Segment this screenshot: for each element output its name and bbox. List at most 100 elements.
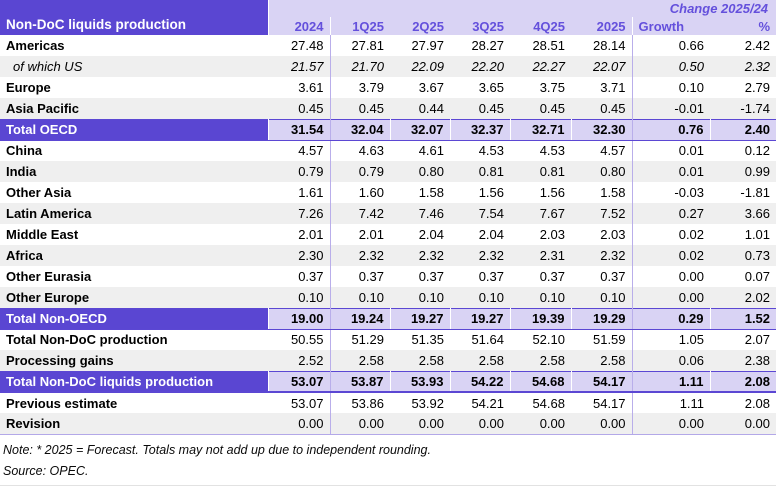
value-cell-2q25: 53.93 [390,370,451,393]
value-cell-2024: 53.07 [268,392,331,413]
value-cell-1q25: 0.37 [330,266,390,287]
table-row-total-oecd: Total OECD 31.54 32.04 32.07 32.37 32.71 32.30… [0,118,776,141]
table-row-of-which-us: of which US 21.57 21.70 22.09 22.20 22.27 22.0… [0,56,776,77]
value-cell-3q25: 0.45 [450,98,510,119]
value-cell-3q25: 2.58 [450,350,510,371]
value-cell-growth: 0.66 [632,35,711,56]
value-cell-2025: 0.37 [571,266,633,287]
value-cell-: 0.07 [710,266,776,287]
value-cell-growth: 0.76 [632,118,711,141]
value-cell-4q25: 52.10 [510,329,571,350]
value-cell-1q25: 2.01 [330,224,390,245]
value-cell-4q25: 7.67 [510,203,571,224]
value-cell-growth: 0.10 [632,77,711,98]
value-cell-2q25: 3.67 [390,77,450,98]
table-header: Non-DoC liquids production Change 2025/2… [0,0,776,35]
value-cell-2q25: 22.09 [390,56,450,77]
table-row-india: India 0.79 0.79 0.80 0.81 0.81 0.80 0.01 0.99 [0,161,776,182]
value-cell-1q25: 1.60 [330,182,390,203]
value-cell-4q25: 0.81 [510,161,571,182]
value-cell-3q25: 2.32 [450,245,510,266]
value-cell-2q25: 7.46 [390,203,450,224]
value-cell-4q25: 2.58 [510,350,571,371]
value-cell-: 2.42 [710,35,776,56]
value-cell-2q25: 53.92 [390,392,450,413]
value-cell-2025: 1.58 [571,182,633,203]
table-row-americas: Americas 27.48 27.81 27.97 28.27 28.51 28.14 0.… [0,35,776,56]
value-cell-4q25: 0.37 [510,266,571,287]
value-cell-2024: 3.61 [268,77,331,98]
value-cell-1q25: 32.04 [330,118,391,141]
value-cell-: 0.99 [710,161,776,182]
value-cell-2q25: 2.32 [390,245,450,266]
value-cell-2024: 2.01 [268,224,331,245]
table-row-africa: Africa 2.30 2.32 2.32 2.32 2.31 2.32 0.02 0.73 [0,245,776,266]
value-cell-growth: 0.50 [632,56,711,77]
value-cell-2q25: 2.58 [390,350,450,371]
value-cell-: 2.40 [710,118,776,141]
value-cell-2025: 54.17 [571,392,633,413]
value-cell-3q25: 4.53 [450,140,510,161]
table-row-asia-pacific: Asia Pacific 0.45 0.45 0.44 0.45 0.45 0.45 -0.0… [0,98,776,119]
row-label: China [0,140,268,161]
row-label: Total Non-DoC liquids production [0,370,269,393]
value-cell-: 2.07 [710,329,776,350]
value-cell-4q25: 1.56 [510,182,571,203]
row-label: Other Europe [0,287,268,308]
value-cell-: 2.02 [710,287,776,308]
value-cell-3q25: 32.37 [450,118,511,141]
value-cell-2025: 4.57 [571,140,633,161]
value-cell-2024: 53.07 [268,370,331,393]
value-cell-growth: 1.05 [632,329,711,350]
table-body: Americas 27.48 27.81 27.97 28.27 28.51 28.14 0.… [0,35,776,435]
row-label: Total Non-OECD [0,307,269,330]
value-cell-1q25: 53.87 [330,370,391,393]
value-cell-growth: 0.01 [632,140,711,161]
column-header-: % [710,17,776,35]
value-cell-2024: 27.48 [268,35,331,56]
value-cell-growth: 0.29 [632,307,711,330]
value-cell-1q25: 21.70 [330,56,390,77]
value-cell-3q25: 51.64 [450,329,510,350]
value-cell-growth: 0.02 [632,245,711,266]
value-cell-2024: 50.55 [268,329,331,350]
value-cell-growth: 0.00 [632,287,711,308]
column-header-2024: 2024 [268,17,331,35]
header-row-columns: 2024 1Q25 2Q25 3Q25 4Q25 2025 Growth% [0,17,776,35]
value-cell-: -1.81 [710,182,776,203]
value-cell-2024: 2.52 [268,350,331,371]
value-cell-3q25: 2.04 [450,224,510,245]
value-cell-growth: -0.03 [632,182,711,203]
value-cell-: 2.32 [710,56,776,77]
value-cell-2q25: 51.35 [390,329,450,350]
value-cell-2024: 2.30 [268,245,331,266]
value-cell-1q25: 3.79 [330,77,390,98]
source-note: Source: OPEC. [3,463,89,478]
value-cell-: 2.79 [710,77,776,98]
row-label: Total Non-DoC production [0,329,268,350]
table-row-total-non-oecd: Total Non-OECD 19.00 19.24 19.27 19.27 19.39 1… [0,307,776,330]
value-cell-2q25: 1.58 [390,182,450,203]
value-cell-2025: 2.03 [571,224,633,245]
value-cell-2q25: 32.07 [390,118,451,141]
value-cell-growth: 0.00 [632,413,711,435]
value-cell-2q25: 0.37 [390,266,450,287]
value-cell-2025: 2.58 [571,350,633,371]
value-cell-3q25: 0.10 [450,287,510,308]
value-cell-2025: 51.59 [571,329,633,350]
value-cell-: 3.66 [710,203,776,224]
column-header-growth: Growth [632,17,711,35]
row-label: of which US [0,56,268,77]
value-cell-2q25: 19.27 [390,307,451,330]
value-cell-1q25: 53.86 [330,392,390,413]
change-2025-24-header: Change 2025/24 [632,0,776,17]
table-row-latin-america: Latin America 7.26 7.42 7.46 7.54 7.67 7.52 0.2… [0,203,776,224]
value-cell-4q25: 0.00 [510,413,571,435]
value-cell-1q25: 7.42 [330,203,390,224]
row-label: Other Eurasia [0,266,268,287]
value-cell-3q25: 0.37 [450,266,510,287]
value-cell-1q25: 19.24 [330,307,391,330]
value-cell-2024: 19.00 [268,307,331,330]
value-cell-: 2.08 [710,392,776,413]
value-cell-1q25: 51.29 [330,329,390,350]
